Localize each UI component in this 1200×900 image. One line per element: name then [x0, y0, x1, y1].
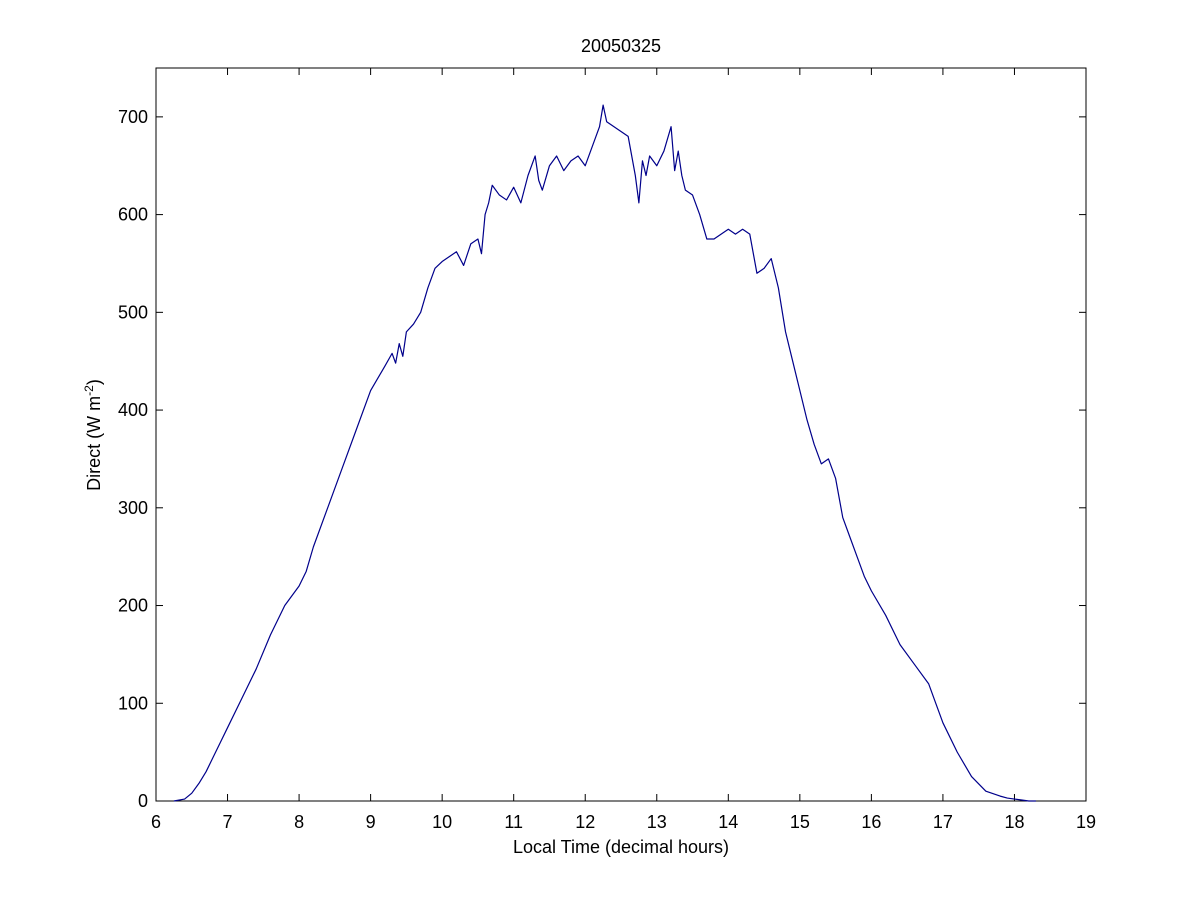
x-tick-label: 19	[1076, 812, 1096, 832]
x-tick-label: 16	[861, 812, 881, 832]
x-tick-label: 14	[718, 812, 738, 832]
x-tick-label: 7	[223, 812, 233, 832]
x-tick-label: 11	[504, 812, 523, 832]
y-tick-label: 200	[118, 596, 148, 616]
y-tick-label: 400	[118, 400, 148, 420]
y-axis-label-superscript: -2	[82, 385, 96, 396]
direct-irradiance-line	[173, 104, 1036, 802]
y-axis-label-main: Direct (W m	[84, 396, 104, 491]
y-axis-label-suffix: )	[84, 379, 104, 385]
y-tick-label: 300	[118, 498, 148, 518]
x-tick-label: 6	[151, 812, 161, 832]
y-tick-label: 0	[138, 791, 148, 811]
x-tick-label: 18	[1004, 812, 1024, 832]
x-tick-label: 10	[432, 812, 452, 832]
plot-area	[155, 67, 1087, 802]
y-axis-ticks: 0 100 200 300 400 500 600 700	[118, 107, 1086, 811]
x-tick-label: 17	[933, 812, 953, 832]
x-tick-label: 8	[294, 812, 304, 832]
chart-title: 20050325	[581, 36, 661, 56]
y-axis-label: Direct (W m-2)	[82, 379, 104, 491]
y-tick-label: 700	[118, 107, 148, 127]
x-axis-ticks: 6 7 8 9 10 11 12 13 14 15 16 17 18 19	[151, 68, 1096, 832]
x-axis-label: Local Time (decimal hours)	[513, 837, 729, 857]
y-tick-label: 100	[118, 693, 148, 713]
x-tick-label: 15	[790, 812, 810, 832]
x-tick-label: 12	[575, 812, 595, 832]
x-tick-label: 9	[366, 812, 376, 832]
y-tick-label: 500	[118, 302, 148, 322]
x-tick-label: 13	[647, 812, 667, 832]
y-tick-label: 600	[118, 205, 148, 225]
